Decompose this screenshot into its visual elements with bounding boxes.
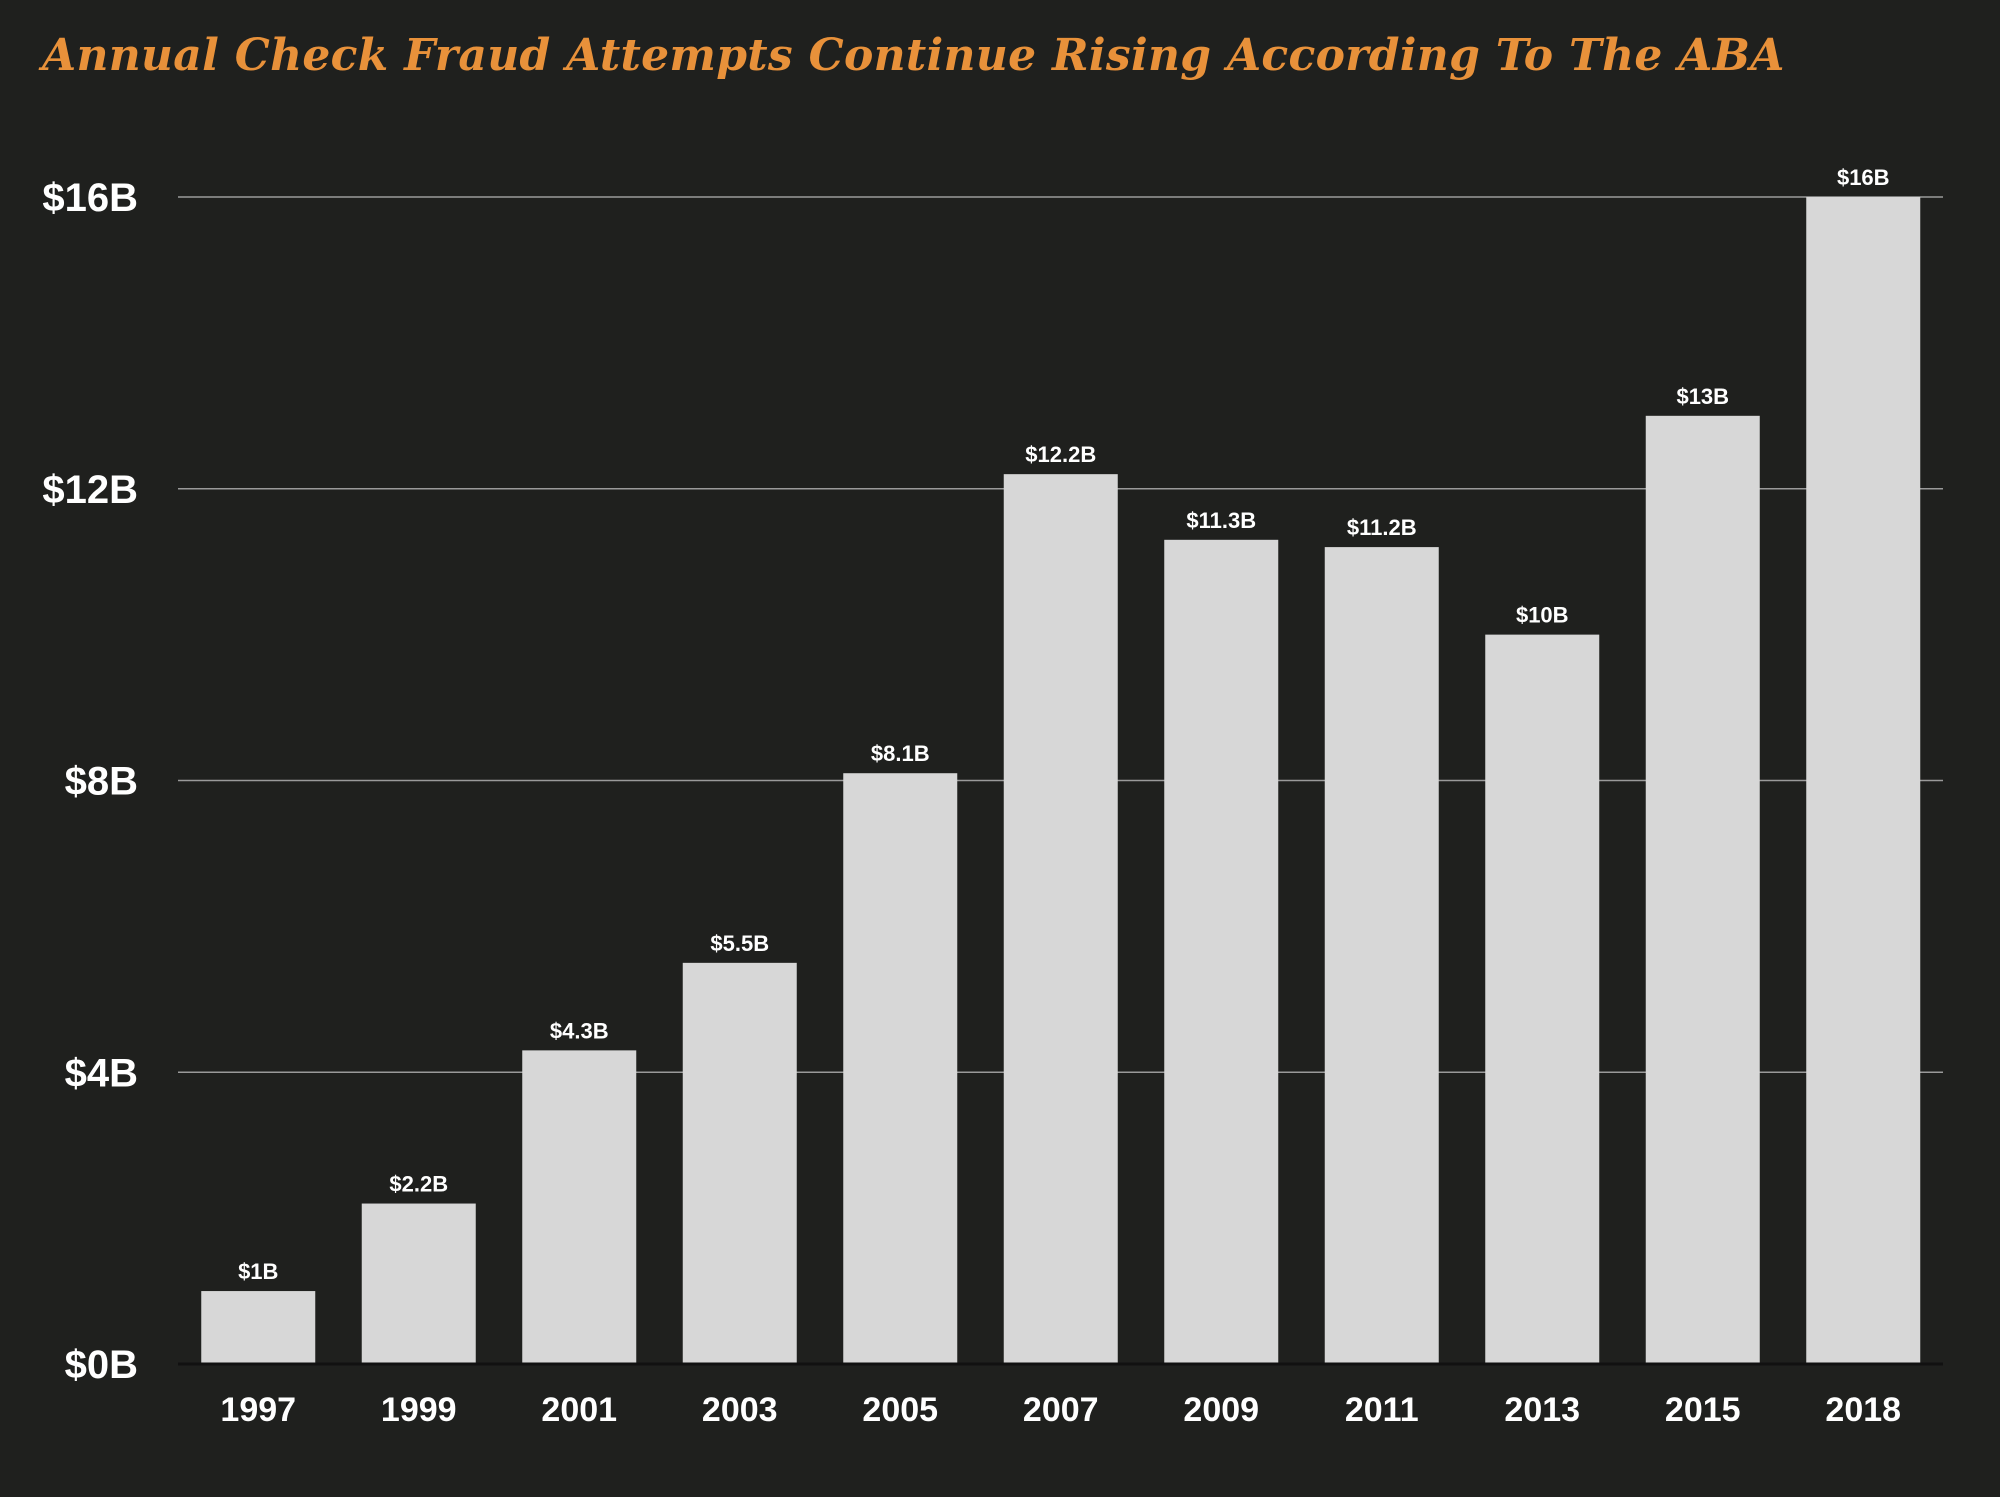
x-tick-label: 2013 <box>1504 1391 1580 1429</box>
bar-2018 <box>1806 197 1921 1364</box>
y-tick-label: $16B <box>42 176 138 220</box>
bar-2009 <box>1164 539 1279 1364</box>
x-tick-label: 1997 <box>220 1391 296 1429</box>
x-tick-label: 2009 <box>1183 1391 1259 1429</box>
bar-2013 <box>1485 634 1600 1364</box>
bar-2007 <box>1003 474 1118 1365</box>
x-tick-label: 2007 <box>1023 1391 1099 1429</box>
bar-2015 <box>1645 415 1760 1364</box>
y-tick-label: $8B <box>65 760 138 804</box>
x-tick-label: 2003 <box>702 1391 778 1429</box>
bar-2001 <box>522 1050 637 1364</box>
data-label: $10B <box>1516 603 1569 628</box>
data-label: $16B <box>1837 165 1890 190</box>
x-tick-label: 2005 <box>862 1391 938 1429</box>
data-label: $4.3B <box>550 1018 609 1043</box>
x-tick-label: 2011 <box>1345 1391 1419 1429</box>
data-label: $12.2B <box>1025 442 1096 467</box>
data-label: $11.3B <box>1186 508 1256 533</box>
data-label: $5.5B <box>710 931 769 956</box>
data-label: $11.2B <box>1347 515 1417 540</box>
bar-2003 <box>682 962 797 1364</box>
y-tick-label: $4B <box>65 1051 138 1095</box>
y-tick-label: $12B <box>42 468 138 512</box>
data-label: $1B <box>238 1259 278 1284</box>
chart-title: Annual Check Fraud Attempts Continue Ris… <box>42 30 1785 81</box>
data-label: $13B <box>1676 384 1729 409</box>
x-tick-label: 2001 <box>541 1391 617 1429</box>
bar-1999 <box>361 1203 476 1364</box>
bar-2011 <box>1324 547 1439 1364</box>
x-tick-label: 2018 <box>1825 1391 1901 1429</box>
bar-1997 <box>201 1291 316 1364</box>
y-tick-label: $0B <box>65 1343 138 1387</box>
data-label: $2.2B <box>389 1172 448 1197</box>
x-tick-label: 1999 <box>381 1391 457 1429</box>
data-label: $8.1B <box>871 741 930 766</box>
x-tick-label: 2015 <box>1665 1391 1741 1429</box>
bar-2005 <box>843 773 958 1364</box>
